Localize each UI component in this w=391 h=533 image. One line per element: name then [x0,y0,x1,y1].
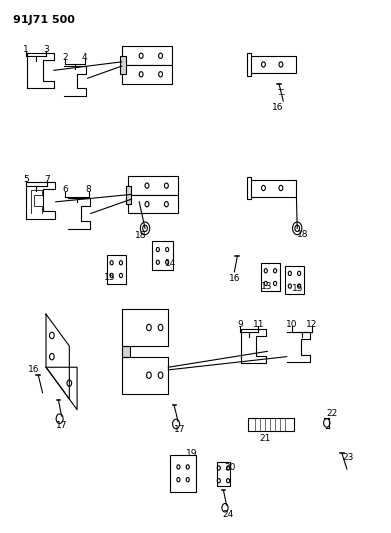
Text: 1: 1 [23,45,29,54]
Text: 15: 15 [292,284,303,293]
Text: 21: 21 [260,434,271,443]
Text: 13: 13 [261,281,272,290]
Text: 14: 14 [165,260,176,268]
Bar [127,195,178,214]
Bar [152,241,173,270]
Bar [107,255,126,284]
Bar [248,418,294,431]
Bar [261,263,280,291]
Text: 5: 5 [23,174,29,183]
Text: 20: 20 [225,464,236,472]
Bar [126,185,131,204]
Bar [127,176,178,195]
Text: 19: 19 [186,449,197,458]
Text: 22: 22 [326,409,338,418]
Text: 10: 10 [286,320,298,329]
Text: 16: 16 [273,103,284,112]
Text: 18: 18 [296,230,308,239]
Bar [247,177,251,199]
Text: 18: 18 [135,231,147,240]
Text: 17: 17 [56,421,67,430]
Text: 12: 12 [306,320,317,329]
Text: 16: 16 [27,366,39,374]
Bar [250,56,296,73]
Text: 3: 3 [43,45,49,54]
Text: 4: 4 [82,53,88,62]
Text: 8: 8 [86,185,91,194]
Text: 2: 2 [63,53,68,62]
Text: 7: 7 [44,174,50,183]
Text: 17: 17 [174,425,186,434]
Text: 6: 6 [63,185,68,194]
Text: 9: 9 [237,320,243,329]
Bar [170,455,196,492]
Text: 15: 15 [104,272,116,281]
Bar [122,46,172,65]
Bar [217,463,230,486]
Text: 23: 23 [342,453,353,462]
Bar [122,346,129,357]
Bar [247,53,251,76]
Bar [122,65,172,84]
Bar [250,180,296,197]
Bar [120,56,126,74]
Text: 24: 24 [222,510,234,519]
Text: 16: 16 [229,273,240,282]
Bar [285,266,304,294]
Text: 11: 11 [253,320,264,329]
Text: 91J71 500: 91J71 500 [13,14,75,25]
